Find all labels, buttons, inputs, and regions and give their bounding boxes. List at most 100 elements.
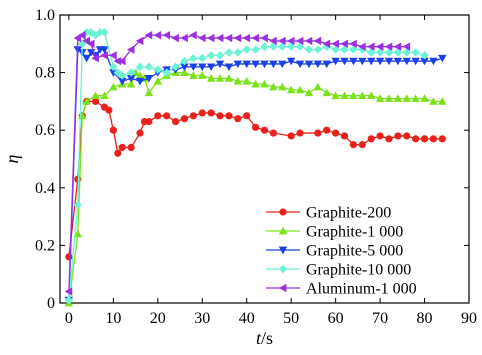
data-point bbox=[340, 91, 349, 99]
data-point bbox=[180, 115, 189, 123]
data-point bbox=[251, 60, 260, 69]
data-point bbox=[402, 57, 411, 66]
data-point bbox=[393, 48, 403, 57]
data-point bbox=[233, 33, 242, 43]
data-point bbox=[251, 45, 260, 54]
data-point bbox=[331, 45, 340, 54]
data-point bbox=[295, 85, 305, 94]
data-point bbox=[154, 112, 162, 120]
data-point bbox=[429, 97, 438, 105]
data-point bbox=[109, 82, 118, 91]
data-point bbox=[206, 51, 216, 60]
data-point bbox=[438, 54, 447, 63]
data-point bbox=[206, 63, 216, 72]
data-point bbox=[100, 51, 108, 60]
x-tick-label: 90 bbox=[461, 310, 477, 327]
data-point bbox=[332, 129, 340, 137]
legend-swatch-marker bbox=[278, 283, 287, 293]
data-point bbox=[73, 200, 82, 210]
data-point bbox=[358, 42, 366, 51]
data-point bbox=[376, 132, 384, 140]
data-point bbox=[153, 77, 163, 85]
data-point bbox=[189, 63, 198, 72]
data-point bbox=[118, 56, 126, 66]
data-point bbox=[135, 77, 145, 86]
data-point bbox=[207, 109, 215, 117]
data-point bbox=[109, 126, 117, 134]
data-point bbox=[233, 48, 243, 57]
series-4 bbox=[64, 30, 411, 296]
data-point bbox=[394, 132, 402, 140]
plot-frame bbox=[59, 14, 470, 304]
data-point bbox=[278, 82, 287, 91]
data-point bbox=[73, 33, 82, 43]
data-point bbox=[162, 68, 171, 77]
axes: 0 10 20 30 40 50 60 70 80 90 0 0.2 0.4 0.6 0.8 1.0 bbox=[35, 7, 477, 327]
x-tick-label: 30 bbox=[194, 310, 210, 327]
data-point bbox=[105, 106, 113, 114]
data-point bbox=[269, 129, 277, 137]
data-point bbox=[313, 45, 323, 54]
data-point bbox=[393, 42, 402, 51]
data-point bbox=[189, 30, 197, 40]
data-point bbox=[224, 33, 233, 43]
data-point bbox=[144, 88, 154, 97]
data-point bbox=[304, 45, 314, 54]
data-point bbox=[91, 30, 100, 40]
data-point bbox=[420, 51, 429, 60]
data-point bbox=[153, 65, 163, 74]
data-point bbox=[126, 45, 135, 54]
data-point bbox=[180, 33, 188, 43]
data-point bbox=[269, 60, 278, 69]
data-point bbox=[402, 42, 411, 51]
data-point bbox=[109, 62, 118, 72]
x-axis-unit: /s bbox=[261, 328, 273, 348]
data-point bbox=[323, 126, 331, 134]
data-point bbox=[366, 48, 376, 57]
data-point bbox=[260, 42, 269, 51]
series-line bbox=[68, 71, 443, 304]
data-point bbox=[114, 149, 122, 157]
legend-label: Aluminum-1 000 bbox=[306, 281, 417, 298]
data-point bbox=[136, 129, 144, 137]
data-point bbox=[287, 132, 295, 140]
data-point bbox=[82, 36, 91, 46]
data-point bbox=[260, 79, 269, 88]
data-point bbox=[331, 39, 339, 48]
data-point bbox=[127, 143, 135, 152]
data-point bbox=[198, 33, 206, 43]
data-point bbox=[375, 57, 385, 66]
x-tick-label: 50 bbox=[283, 310, 299, 327]
x-tick-label: 40 bbox=[239, 310, 255, 327]
data-point bbox=[375, 42, 384, 51]
data-point bbox=[260, 33, 268, 43]
x-axis-variable: t bbox=[256, 328, 262, 348]
data-point bbox=[366, 91, 376, 99]
data-point bbox=[260, 126, 269, 134]
data-point bbox=[216, 112, 224, 120]
data-point bbox=[295, 60, 305, 69]
data-point bbox=[65, 253, 73, 261]
legend-swatch-marker bbox=[279, 208, 287, 216]
data-point bbox=[242, 77, 251, 85]
data-point bbox=[64, 287, 73, 296]
y-tick-label: 0.2 bbox=[35, 237, 55, 254]
data-point bbox=[171, 33, 179, 43]
data-point bbox=[189, 112, 197, 120]
x-axis-label: t/s bbox=[256, 328, 273, 348]
series-3 bbox=[64, 28, 429, 305]
data-point bbox=[242, 60, 251, 69]
legend-swatch-marker bbox=[278, 264, 288, 274]
data-point bbox=[393, 57, 403, 66]
data-point bbox=[234, 115, 242, 123]
data-point bbox=[91, 97, 100, 105]
data-point bbox=[322, 60, 331, 69]
data-point bbox=[153, 30, 162, 40]
legend-swatch-marker bbox=[278, 246, 288, 255]
data-point bbox=[411, 57, 420, 66]
data-point bbox=[109, 51, 117, 60]
data-point bbox=[171, 62, 180, 72]
data-point bbox=[286, 42, 296, 51]
data-point bbox=[180, 63, 189, 72]
